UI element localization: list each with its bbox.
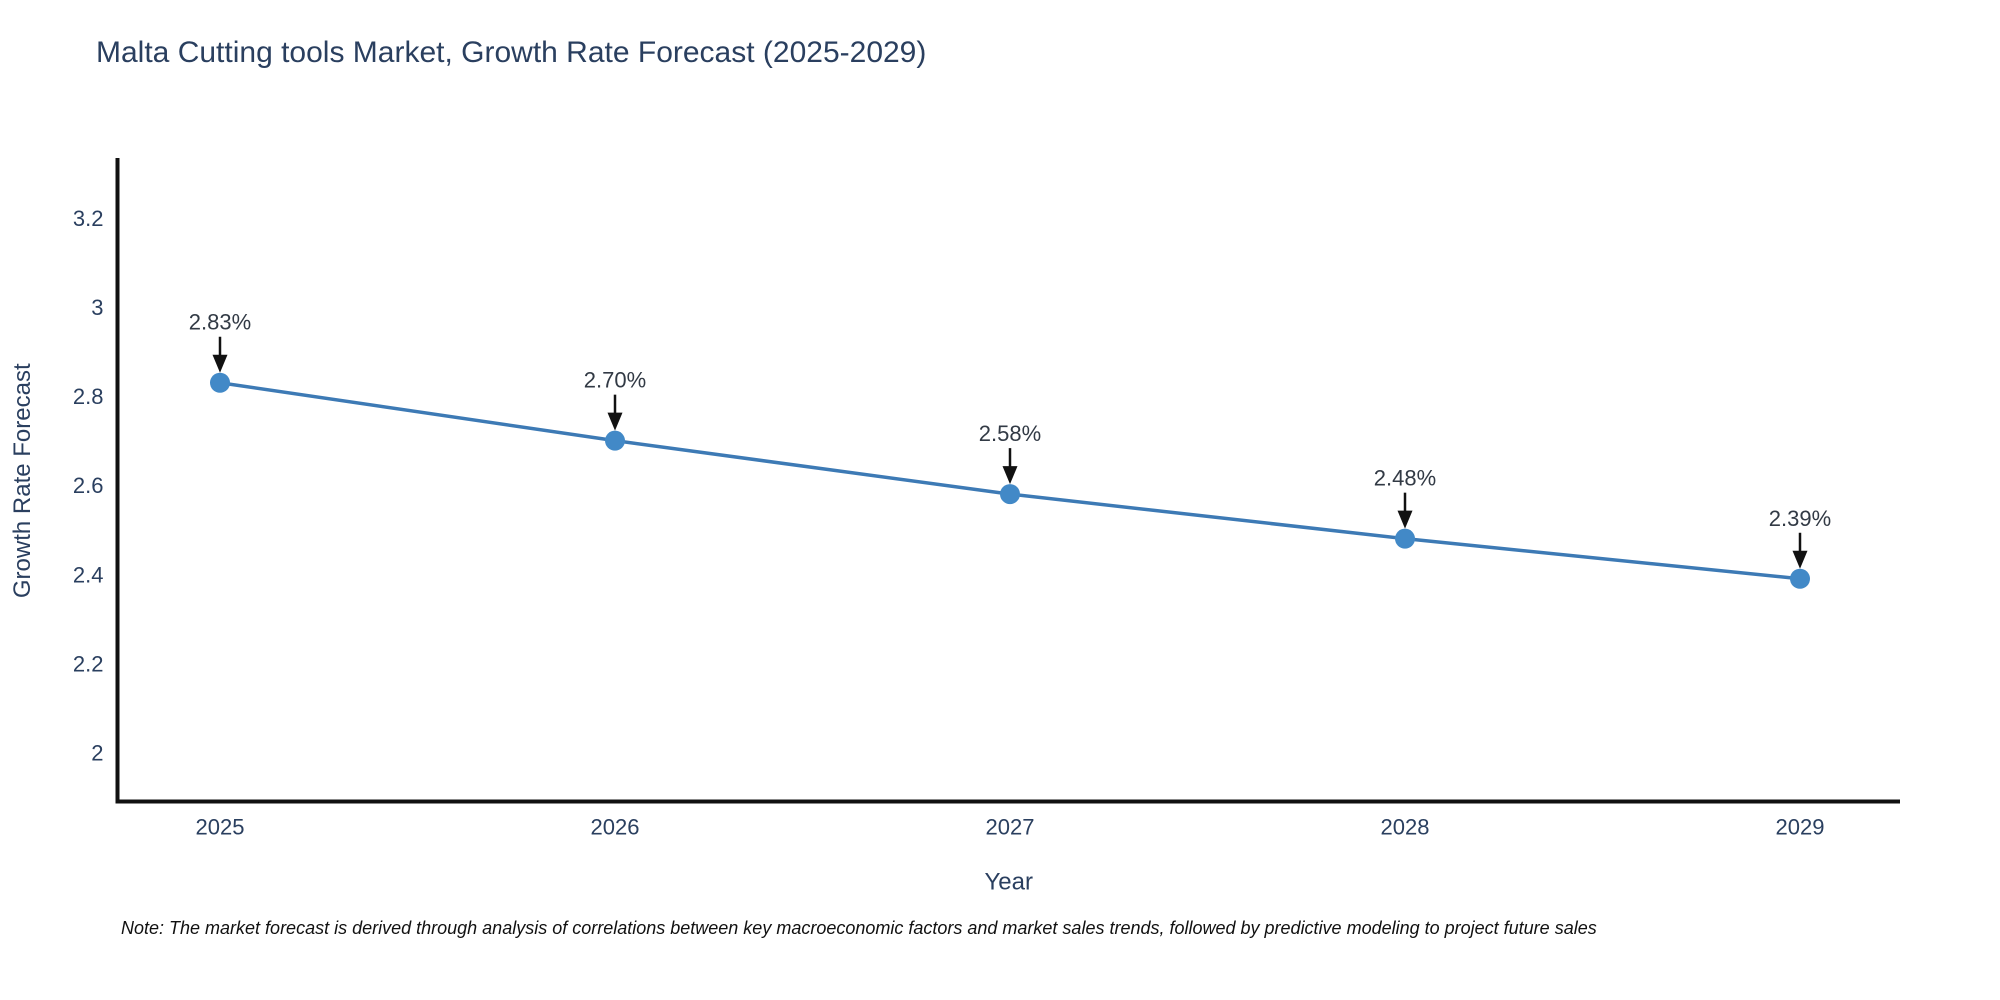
- footnote: Note: The market forecast is derived thr…: [121, 918, 1597, 938]
- y-tick-label: 2.4: [73, 562, 104, 587]
- y-tick-label: 2.6: [73, 473, 104, 498]
- y-axis-title: Growth Rate Forecast: [9, 363, 36, 598]
- data-point[interactable]: [1395, 528, 1415, 549]
- data-point-label: 2.58%: [979, 421, 1041, 446]
- y-tick-label: 2.2: [73, 651, 104, 676]
- data-point[interactable]: [210, 372, 230, 393]
- y-tick-label: 3.2: [73, 206, 104, 231]
- annotation-arrowhead-icon: [1002, 466, 1018, 485]
- annotation-arrowhead-icon: [1397, 510, 1413, 529]
- data-point[interactable]: [1000, 484, 1020, 505]
- data-point-label: 2.48%: [1374, 466, 1436, 491]
- x-tick-label: 2027: [986, 815, 1035, 840]
- data-point-label: 2.83%: [189, 310, 251, 335]
- y-tick-label: 2.8: [73, 384, 104, 409]
- chart-title: Malta Cutting tools Market, Growth Rate …: [96, 36, 927, 69]
- x-tick-label: 2028: [1381, 815, 1430, 840]
- y-tick-label: 3: [91, 295, 103, 320]
- x-tick-label: 2029: [1776, 815, 1825, 840]
- annotation-arrowhead-icon: [1792, 550, 1808, 569]
- annotation-arrowhead-icon: [607, 412, 623, 431]
- data-point[interactable]: [605, 430, 625, 451]
- data-point-label: 2.39%: [1769, 506, 1831, 531]
- data-point[interactable]: [1790, 568, 1810, 589]
- x-axis-title: Year: [985, 869, 1034, 896]
- data-point-label: 2.70%: [584, 368, 646, 393]
- x-tick-label: 2025: [196, 815, 245, 840]
- annotation-arrowhead-icon: [212, 354, 228, 373]
- x-tick-label: 2026: [591, 815, 640, 840]
- y-tick-label: 2: [91, 740, 103, 765]
